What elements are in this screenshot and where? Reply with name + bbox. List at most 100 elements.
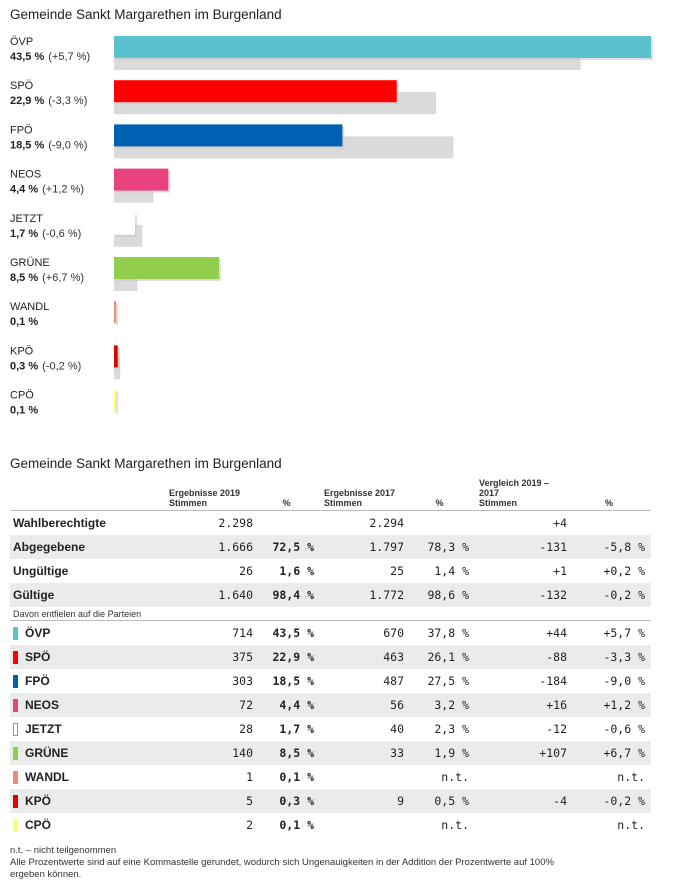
votes-2019: 72 — [165, 693, 253, 717]
bar-2019-grüne — [114, 257, 219, 279]
votes-2019: 28 — [239, 722, 253, 736]
header-comparison: Vergleich 2019 – 2017 Stimmen — [475, 478, 567, 511]
votes-2019: 303 — [232, 674, 253, 688]
votes-2019: 2 — [246, 818, 253, 832]
votes-2019: 2.298 — [218, 516, 253, 530]
pct-2017: n.t. — [441, 818, 469, 832]
pct-change: +5,7 % — [603, 626, 645, 640]
party-row: CPÖ 2 0,1 % n.t. n.t. — [10, 813, 651, 837]
votes-2019: 140 — [165, 741, 253, 765]
pct-change: +6,7 % — [567, 741, 651, 765]
bar-2019-wandl — [114, 301, 116, 324]
bar-chart: ÖVP 43,5 % (+5,7 %) SPÖ 22,9 % (-3,3 %) FPÖ 18,… — [10, 36, 653, 417]
row-label: CPÖ — [10, 813, 165, 837]
header-2017-pct: % — [404, 478, 475, 511]
bar-2019-cpö — [114, 389, 116, 412]
pct-2019: 1,7 % — [279, 722, 314, 736]
votes-2017 — [320, 813, 404, 837]
votes-2019: 1.640 — [165, 583, 253, 607]
value-label: 0,1 % — [10, 316, 38, 328]
row-label: ÖVP — [10, 621, 165, 646]
pct-change: n.t. — [617, 770, 645, 784]
party-label: GRÜNE — [10, 257, 50, 269]
votes-change: -131 — [475, 535, 567, 559]
subheading: Davon entfielen auf die Parteien — [10, 607, 651, 621]
party-color-swatch — [13, 771, 18, 785]
votes-2017: 670 — [383, 626, 404, 640]
votes-2017: 463 — [320, 645, 404, 669]
votes-change: -4 — [475, 789, 567, 813]
pct-change: -9,0 % — [603, 674, 645, 688]
bar-shadow-kpö — [116, 347, 120, 370]
votes-2017: 1.797 — [320, 535, 404, 559]
value-label: 18,5 % (-9,0 %) — [10, 139, 87, 151]
votes-2019: 5 — [165, 789, 253, 813]
party-row: JETZT 28 1,7 % 40 2,3 % -12 -0,6 % — [10, 717, 651, 741]
votes-2017: 2.294 — [369, 516, 404, 530]
row-label: Ungültige — [13, 564, 69, 578]
pct-change: -0,6 % — [603, 722, 645, 736]
votes-2017: 1.772 — [320, 583, 404, 607]
votes-change: -88 — [475, 645, 567, 669]
value-label: 0,1 % — [10, 405, 38, 417]
party-row: FPÖ 303 18,5 % 487 27,5 % -184 -9,0 % — [10, 669, 651, 693]
value-label: 8,5 % (+6,7 %) — [10, 272, 84, 284]
party-name: GRÜNE — [25, 745, 69, 760]
party-name: FPÖ — [25, 673, 50, 688]
votes-change: +107 — [475, 741, 567, 765]
pct-2017: n.t. — [441, 770, 469, 784]
pct-2017: 27,5 % — [427, 674, 469, 688]
party-label: JETZT — [10, 213, 43, 225]
summary-row: Gültige 1.640 98,4 % 1.772 98,6 % -132 -0,2 % — [10, 583, 651, 607]
pct-change: -3,3 % — [567, 645, 651, 669]
pct-2017: 3,2 % — [404, 693, 475, 717]
table-header-row: Ergebnisse 2019 Stimmen % Ergebnisse 2017… — [10, 478, 651, 511]
party-color-swatch — [13, 795, 18, 809]
party-name: JETZT — [25, 721, 62, 736]
results-table: Ergebnisse 2019 Stimmen % Ergebnisse 2017… — [10, 478, 651, 837]
party-color-swatch — [13, 747, 18, 761]
votes-2019: 26 — [239, 564, 253, 578]
party-name: KPÖ — [25, 793, 52, 808]
pct-2017: 1,9 % — [404, 741, 475, 765]
header-comparison-pct: % — [567, 478, 651, 511]
row-label: SPÖ — [10, 645, 165, 669]
votes-2019: 375 — [165, 645, 253, 669]
party-label: FPÖ — [10, 124, 33, 136]
row-label: GRÜNE — [10, 741, 165, 765]
pct-2019: 0,1 % — [279, 818, 314, 832]
value-label: 0,3 % (-0,2 %) — [10, 360, 81, 372]
bar-2019-kpö — [114, 345, 118, 368]
party-color-swatch — [13, 699, 18, 713]
party-name: SPÖ — [25, 649, 51, 664]
footnote-nt: n.t. – nicht teilgenommen — [10, 845, 117, 856]
party-row: NEOS 72 4,4 % 56 3,2 % +16 +1,2 % — [10, 693, 651, 717]
pct-2019: 22,9 % — [253, 645, 320, 669]
bar-2019-spö — [114, 80, 397, 103]
pct-change: -0,2 % — [567, 789, 651, 813]
party-color-swatch — [13, 675, 18, 689]
pct-2019: 43,5 % — [272, 626, 314, 640]
chart-title: Gemeinde Sankt Margarethen im Burgenland — [10, 7, 282, 22]
party-row: GRÜNE 140 8,5 % 33 1,9 % +107 +6,7 % — [10, 741, 651, 765]
row-label: Gültige — [10, 583, 165, 607]
votes-2019: 1 — [246, 770, 253, 784]
votes-change: -132 — [475, 583, 567, 607]
bar-shadow-wandl — [116, 303, 118, 326]
value-label: 4,4 % (+1,2 %) — [10, 184, 84, 196]
bar-2019-jetzt — [114, 212, 135, 235]
pct-2017: 98,6 % — [404, 583, 475, 607]
pct-2019: 72,5 % — [253, 535, 320, 559]
pct-2019: 18,5 % — [272, 674, 314, 688]
party-name: NEOS — [25, 697, 60, 712]
pct-2019: 1,6 % — [279, 564, 314, 578]
summary-row: Wahlberechtigte 2.298 2.294 +4 — [10, 511, 651, 536]
pct-change: n.t. — [617, 818, 645, 832]
votes-2019: 714 — [232, 626, 253, 640]
pct-2019 — [253, 511, 320, 536]
value-label: 22,9 % (-3,3 %) — [10, 95, 87, 107]
row-label: WANDL — [10, 765, 165, 789]
votes-change: +16 — [475, 693, 567, 717]
pct-2017: 37,8 % — [427, 626, 469, 640]
votes-change: +44 — [546, 626, 567, 640]
